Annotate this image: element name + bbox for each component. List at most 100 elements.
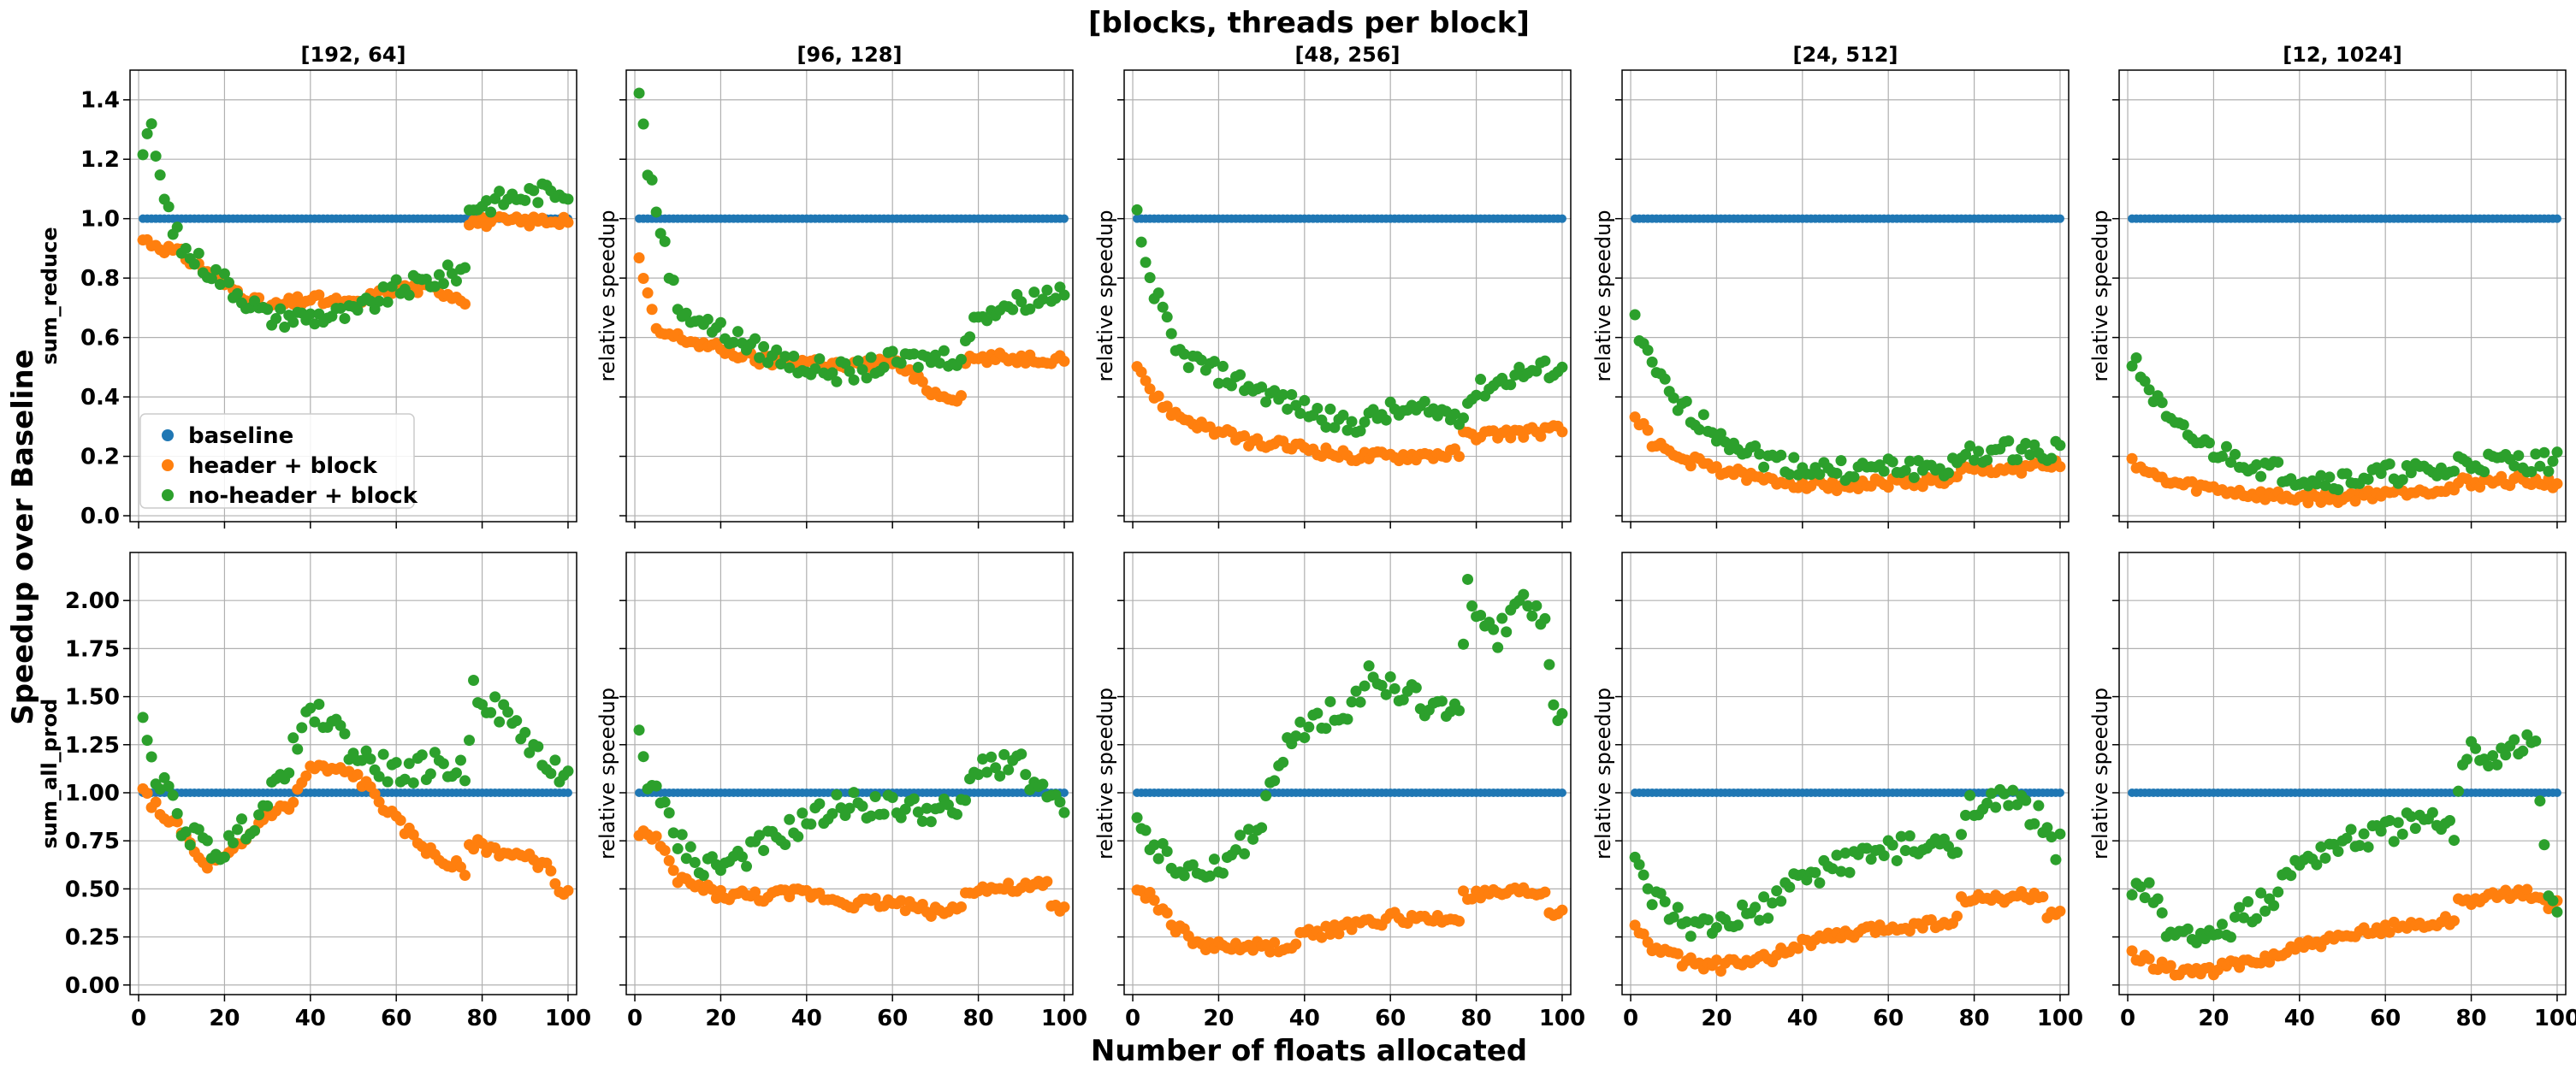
noheader-block-point (1831, 849, 1843, 861)
noheader-block-point (305, 308, 317, 320)
noheader-block-point (2177, 419, 2189, 431)
noheader-block-point (1827, 863, 1839, 875)
baseline-point (2055, 214, 2064, 223)
panel-grid: 0.0 0.2 0.4 0.6 0.8 1.0 1.2 1.4 [192, 64] sum_red… (38, 43, 2576, 1031)
noheader-block-point (2311, 859, 2323, 871)
noheader-block-point (814, 798, 826, 810)
noheader-block-point (2405, 467, 2417, 479)
noheader-block-point (2225, 931, 2236, 943)
noheader-block-point (1380, 414, 1392, 426)
noheader-block-point (2324, 471, 2336, 483)
baseline-point (1557, 214, 1566, 223)
noheader-block-point (960, 794, 972, 806)
noheader-block-point (2538, 839, 2550, 851)
header-block-point (2551, 478, 2563, 490)
xtick-label: 100 (2534, 1006, 2576, 1031)
noheader-block-point (390, 274, 402, 286)
noheader-block-point (154, 783, 166, 795)
noheader-block-point (749, 333, 761, 345)
panel-sum_reduce-4: [12, 1024] relative speedup (2088, 43, 2567, 529)
noheader-block-point (1886, 456, 1898, 468)
header-block-point (287, 796, 299, 808)
noheader-block-point (2268, 900, 2280, 912)
header-block-point (895, 895, 907, 907)
header-block-point (2186, 475, 2198, 487)
baseline-point (2552, 788, 2561, 797)
relative-speedup-label: relative speedup (1591, 210, 1615, 381)
noheader-block-point (1471, 389, 1483, 401)
noheader-block-point (1178, 348, 1190, 360)
noheader-block-point (1750, 901, 1762, 913)
noheader-block-point (2259, 905, 2271, 917)
noheader-block-point (1354, 696, 1366, 708)
relative-speedup-label: relative speedup (2088, 688, 2112, 859)
xtick-label: 0 (627, 1006, 643, 1031)
legend-label: baseline (188, 423, 293, 449)
noheader-block-point (163, 780, 175, 792)
noheader-block-point (1526, 610, 1538, 622)
noheader-block-point (450, 275, 462, 287)
noheader-block-point (1981, 797, 1993, 809)
noheader-block-point (1642, 883, 1654, 895)
xtick-label: 40 (2284, 1006, 2315, 1031)
noheader-block-point (986, 751, 998, 763)
xtick-label: 0 (131, 1006, 146, 1031)
noheader-block-point (2358, 828, 2370, 840)
noheader-block-point (309, 716, 321, 728)
header-block-point (1642, 936, 1654, 948)
header-block-point (459, 870, 471, 882)
noheader-block-point (2220, 440, 2232, 452)
panel-sum_all_prod-4: 0 20 40 60 80 100 relative speedup (2088, 552, 2576, 1031)
noheader-block-point (2003, 800, 2015, 812)
xtick-label: 60 (877, 1006, 908, 1031)
noheader-block-point (2126, 360, 2138, 372)
noheader-block-point (214, 279, 226, 291)
header-block-point (2054, 461, 2066, 473)
noheader-block-point (1672, 901, 1684, 913)
noheader-block-point (1204, 870, 1216, 882)
noheader-block-point (519, 727, 531, 739)
column-title: [48, 256] (1295, 43, 1401, 67)
noheader-block-point (758, 844, 770, 856)
noheader-block-point (1346, 416, 1358, 428)
noheader-block-point (382, 296, 394, 308)
noheader-block-point (2332, 484, 2344, 496)
header-block-point (1316, 451, 1328, 463)
noheader-block-point (844, 802, 856, 814)
noheader-block-point (433, 269, 445, 281)
noheader-block-point (1667, 911, 1679, 923)
noheader-block-point (1058, 806, 1070, 818)
header-block-point (1556, 904, 1568, 916)
noheader-block-point (2234, 901, 2246, 913)
noheader-block-point (339, 728, 351, 740)
noheader-block-point (1942, 467, 1954, 479)
noheader-block-point (2443, 815, 2455, 827)
noheader-block-point (1337, 410, 1349, 422)
noheader-block-point (163, 201, 175, 213)
noheader-block-point (2020, 438, 2032, 450)
noheader-block-point (1020, 769, 1032, 781)
header-block-point (925, 910, 937, 922)
relative-speedup-label: relative speedup (595, 210, 619, 381)
noheader-block-point (1784, 881, 1796, 893)
noheader-block-point (528, 185, 540, 197)
noheader-block-point (364, 753, 376, 765)
noheader-block-point (519, 194, 531, 206)
noheader-block-point (450, 767, 462, 779)
noheader-block-point (1475, 374, 1487, 386)
noheader-block-point (1973, 446, 1985, 458)
header-block-point (650, 830, 662, 842)
noheader-block-point (562, 193, 574, 205)
noheader-block-point (659, 235, 671, 247)
noheader-block-point (1384, 670, 1396, 682)
noheader-block-point (2255, 887, 2267, 899)
noheader-block-point (680, 853, 692, 865)
noheader-block-point (784, 813, 796, 825)
xtick-label: 0 (1125, 1006, 1140, 1031)
noheader-block-point (313, 308, 325, 320)
header-block-point (667, 865, 679, 877)
noheader-block-point (1165, 328, 1177, 340)
noheader-block-point (895, 357, 907, 369)
noheader-block-point (964, 331, 976, 343)
noheader-block-point (1359, 680, 1371, 692)
